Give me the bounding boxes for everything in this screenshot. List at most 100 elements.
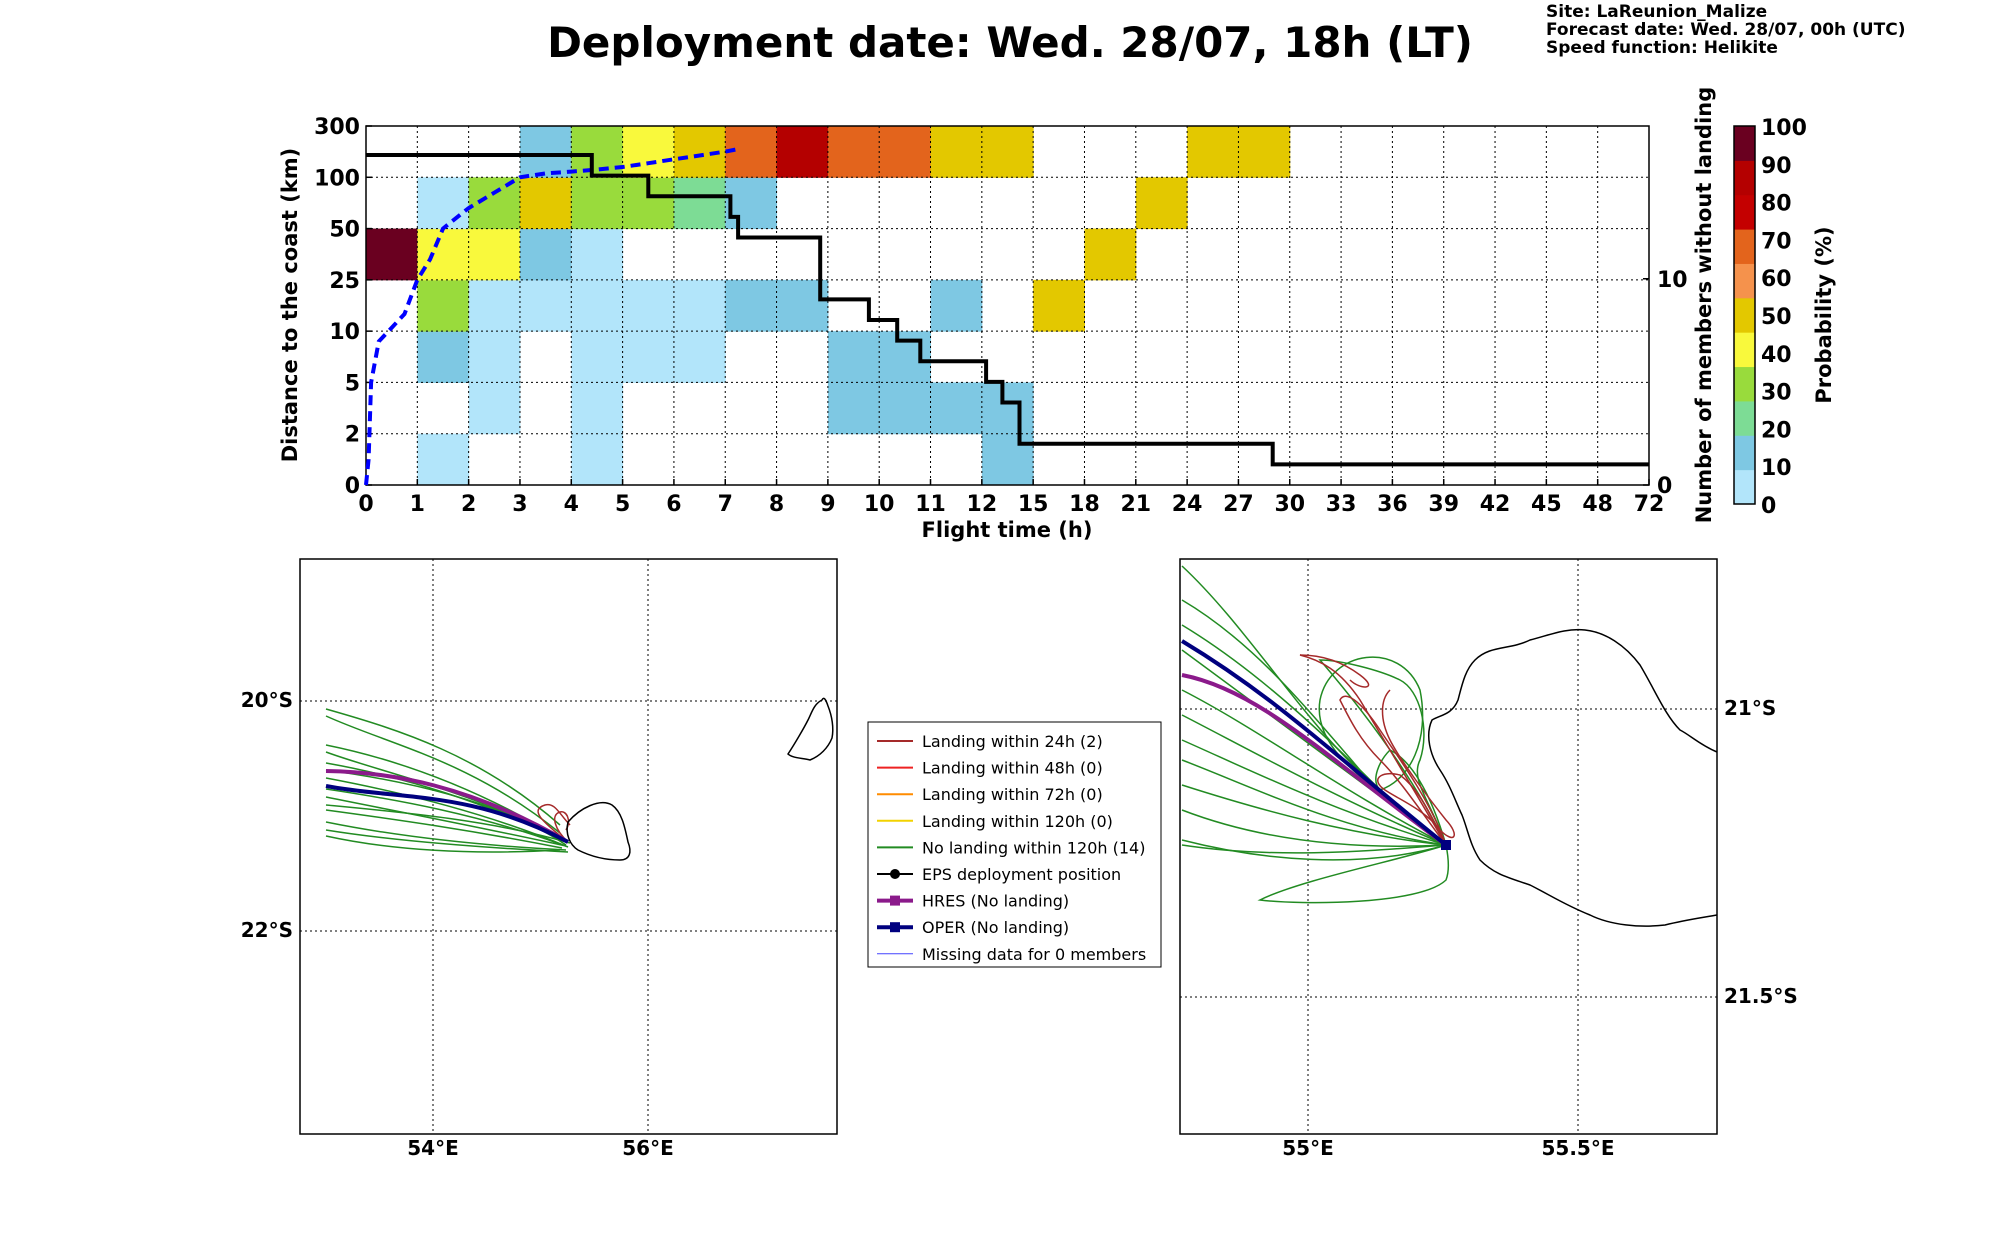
heatmap-cell <box>1135 177 1188 230</box>
legend-label: HRES (No landing) <box>922 892 1069 911</box>
heatmap-cell <box>622 126 675 178</box>
heatmap-cell <box>879 382 932 435</box>
x-tick-label: 39 <box>1428 492 1459 517</box>
colorbar-swatch <box>1734 332 1755 368</box>
heatmap-cell <box>930 279 983 332</box>
figure-title: Deployment date: Wed. 28/07, 18h (LT) <box>547 18 1473 67</box>
heatmap-cell <box>725 279 778 332</box>
colorbar: 0 10 20 30 40 50 60 70 80 90 100 Probability (%) <box>1733 116 1836 519</box>
heatmap-cell <box>417 177 470 230</box>
heatmap-cell <box>519 228 572 281</box>
legend-marker-circle <box>890 869 900 879</box>
heatmap-cell <box>930 382 983 435</box>
legend-item: Landing within 120h (0) <box>877 812 1113 831</box>
y2-tick-label: 0 <box>1657 474 1672 499</box>
legend-frame <box>867 721 1162 968</box>
heatmap-y2-ticks: 0 10 <box>1643 268 1688 499</box>
legend-item: EPS deployment position <box>877 865 1121 884</box>
x-tick-label: 15 <box>1018 492 1049 517</box>
heatmap-cell <box>571 126 624 178</box>
y-tick-label: 50 <box>329 218 360 243</box>
legend-label: Landing within 24h (2) <box>922 732 1103 751</box>
heatmap-cell <box>571 382 624 435</box>
colorbar-cells <box>1734 126 1755 505</box>
left-map: 20°S 22°S 54°E 56°E <box>241 558 838 1160</box>
legend-item: HRES (No landing) <box>877 892 1069 911</box>
heatmap-cell <box>981 433 1034 486</box>
heatmap-cell <box>417 228 470 281</box>
y-tick-label: 10 <box>329 320 360 345</box>
reunion-island-outline <box>566 801 631 861</box>
y-tick-label: 0 <box>345 474 360 499</box>
heatmap-cell <box>571 177 624 230</box>
heatmap-cell <box>827 382 880 435</box>
colorbar-swatch <box>1734 366 1755 402</box>
colorbar-tick-label: 0 <box>1761 494 1776 519</box>
colorbar-swatch <box>1734 400 1755 436</box>
colorbar-label: Probability (%) <box>1812 226 1836 403</box>
y-tick-label: 2 <box>345 423 360 448</box>
heatmap-cell <box>725 177 778 230</box>
x-axis-label: Flight time (h) <box>922 518 1093 542</box>
colorbar-frame <box>1733 125 1756 505</box>
colorbar-tick-label: 80 <box>1761 192 1792 217</box>
x-tick-label: 3 <box>512 492 527 517</box>
legend-label: Landing within 48h (0) <box>922 759 1103 778</box>
heatmap-cell <box>468 279 521 332</box>
right-map-frame <box>1179 558 1718 1135</box>
heatmap-frame <box>365 125 1650 486</box>
heat-grid <box>366 126 1649 485</box>
heatmap-cell <box>519 279 572 332</box>
heatmap-x-ticks: 0 1 2 3 4 5 6 7 8 9 10 11 12 15 18 21 24 27 30 33 36 39 42 45 48… <box>358 479 1664 517</box>
colorbar-tick-label: 90 <box>1761 154 1792 179</box>
x-tick-label: 5 <box>615 492 630 517</box>
legend-item: OPER (No landing) <box>877 918 1069 937</box>
legend: Landing within 24h (2) Landing within 48h… <box>867 721 1162 968</box>
x-tick-label: 72 <box>1634 492 1665 517</box>
colorbar-swatch <box>1734 229 1755 264</box>
x-tick-label: 36 <box>1377 492 1408 517</box>
legend-label: Missing data for 0 members <box>922 945 1146 964</box>
y2-axis-label: Number of members without landing <box>1692 87 1716 524</box>
heatmap-cell <box>622 279 675 332</box>
x-tick-label: 8 <box>769 492 784 517</box>
left-map-trajectories <box>325 708 571 853</box>
right-map-lat-label: 21°S <box>1724 696 1776 720</box>
distance-trend-line <box>364 147 739 486</box>
x-tick-label: 30 <box>1274 492 1305 517</box>
heatmap-cell <box>827 126 880 178</box>
heatmap-cell <box>519 126 572 178</box>
legend-marker-square <box>890 895 900 906</box>
x-tick-label: 9 <box>820 492 835 517</box>
heatmap-cell <box>1238 126 1291 178</box>
heatmap-cell <box>417 331 470 383</box>
heatmap-cell <box>468 382 521 435</box>
heatmap-cell <box>930 126 983 178</box>
x-tick-label: 33 <box>1326 492 1357 517</box>
colorbar-tick-label: 20 <box>1761 418 1792 443</box>
x-tick-label: 24 <box>1172 492 1203 517</box>
speed-function-label: Speed function: Helikite <box>1546 38 1778 58</box>
forecast-date-label: Forecast date: Wed. 28/07, 00h (UTC) <box>1546 20 1905 40</box>
heatmap-cell <box>673 177 726 230</box>
colorbar-tick-label: 50 <box>1761 305 1792 330</box>
legend-marker-square <box>890 922 900 933</box>
reunion-coastline <box>1428 628 1718 927</box>
colorbar-ticks: 0 10 20 30 40 50 60 70 80 90 100 <box>1761 116 1807 519</box>
right-map-lat-label: 21.5°S <box>1724 984 1798 1008</box>
x-tick-label: 45 <box>1531 492 1562 517</box>
heatmap-cell <box>571 433 624 486</box>
x-tick-label: 1 <box>410 492 425 517</box>
legend-item: Missing data for 0 members <box>877 945 1146 964</box>
right-map-lon-label: 55°E <box>1282 1136 1334 1160</box>
x-tick-label: 18 <box>1069 492 1100 517</box>
legend-label: Landing within 72h (0) <box>922 785 1103 804</box>
heatmap-cell <box>468 228 521 281</box>
left-map-grid <box>300 559 837 1134</box>
site-label: Site: LaReunion_Malize <box>1546 2 1767 22</box>
heatmap-panel: 0 1 2 3 4 5 6 7 8 9 10 11 12 15 18 21 24 27 30 33 36 39 42 45 48… <box>278 87 1716 542</box>
heatmap-cell <box>981 126 1034 178</box>
x-tick-label: 21 <box>1120 492 1151 517</box>
legend-item: Landing within 24h (2) <box>877 732 1103 751</box>
